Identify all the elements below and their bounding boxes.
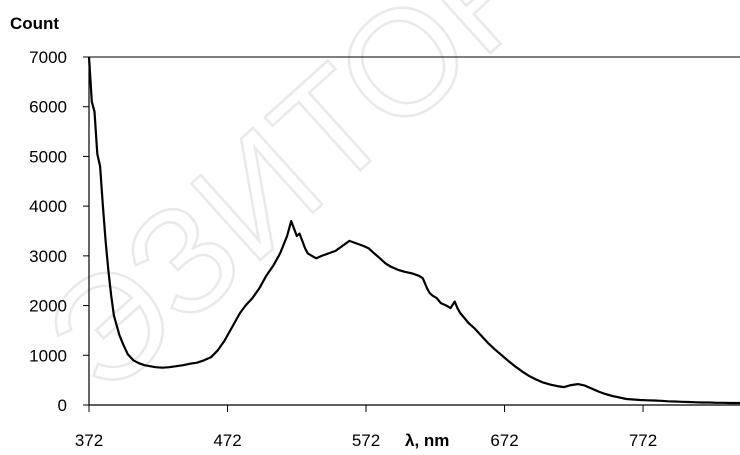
- x-tick-label: 572: [352, 431, 380, 450]
- y-axis-title: Count: [10, 14, 59, 33]
- watermark-text: ЭЗИТОР: [14, 0, 577, 424]
- y-tick-label: 2000: [29, 297, 67, 316]
- series-line: [87, 56, 740, 405]
- y-tick-label: 1000: [29, 346, 67, 365]
- watermark: ЭЗИТОР: [13, 0, 578, 425]
- y-tick-label: 5000: [29, 147, 67, 166]
- y-tick-label: 4000: [29, 197, 67, 216]
- x-tick-label: 472: [213, 431, 241, 450]
- y-tick-label: 7000: [29, 48, 67, 67]
- x-axis-ticks: 372 472 572 672 772: [75, 405, 657, 450]
- x-tick-label: 672: [490, 431, 518, 450]
- x-tick-label: 372: [75, 431, 103, 450]
- y-tick-label: 6000: [29, 98, 67, 117]
- x-axis-title: λ, nm: [405, 431, 449, 450]
- y-axis-ticks: 0 1000 2000 3000 4000 5000 6000 7000: [29, 48, 89, 415]
- y-tick-label: 3000: [29, 247, 67, 266]
- y-tick-label: 0: [58, 396, 67, 415]
- x-tick-label: 772: [629, 431, 657, 450]
